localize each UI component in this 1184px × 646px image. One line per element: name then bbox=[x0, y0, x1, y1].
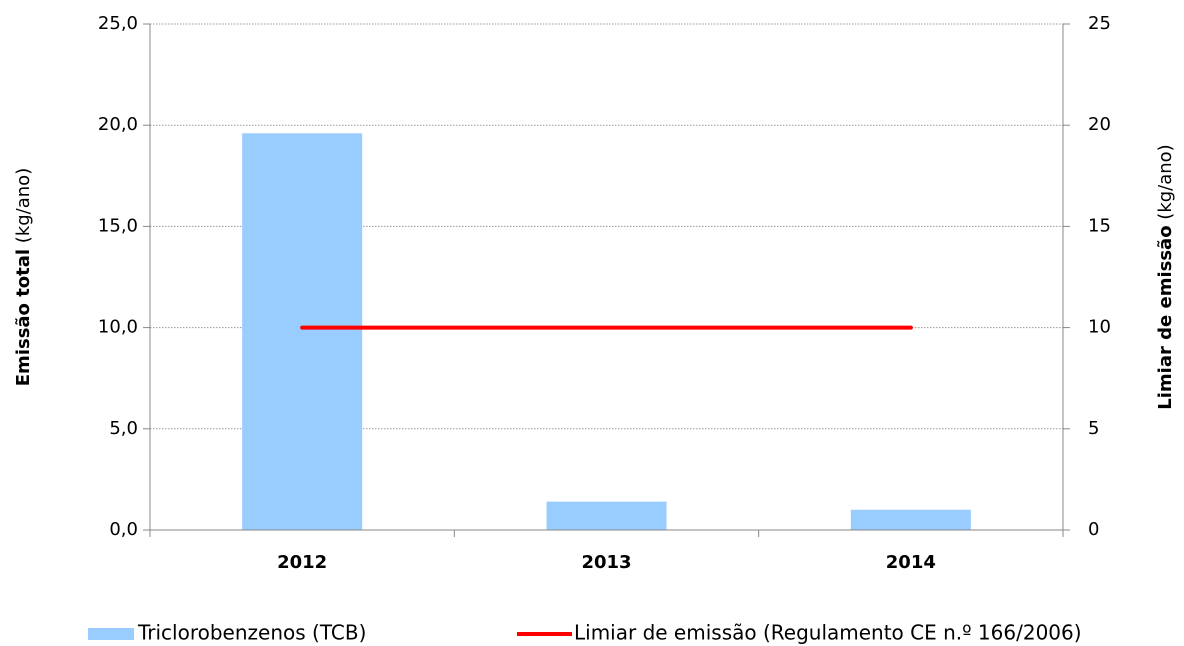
y-tick-label: 25,0 bbox=[98, 13, 138, 34]
y2-tick-label: 10 bbox=[1088, 317, 1111, 338]
y2-tick-label: 5 bbox=[1088, 418, 1099, 439]
y-tick-label: 15,0 bbox=[98, 215, 138, 236]
y2-axis-label-main: Limiar de emissão bbox=[1155, 225, 1176, 409]
y2-tick-label: 20 bbox=[1088, 114, 1111, 135]
legend-label: Limiar de emissão (Regulamento CE n.º 16… bbox=[574, 621, 1082, 645]
y2-axis-label-unit: (kg/ano) bbox=[1155, 144, 1176, 219]
y-axis-label-unit: (kg/ano) bbox=[13, 168, 34, 243]
y2-tick-label: 15 bbox=[1088, 215, 1111, 236]
bar bbox=[546, 501, 667, 530]
y-tick-label: 10,0 bbox=[98, 317, 138, 338]
y-tick-label: 20,0 bbox=[98, 114, 138, 135]
y2-tick-label: 0 bbox=[1088, 519, 1099, 540]
x-tick-label: 2013 bbox=[581, 552, 631, 573]
y-axis-label-main: Emissão total bbox=[13, 249, 34, 386]
y2-tick-label: 25 bbox=[1088, 13, 1111, 34]
y-tick-label: 5,0 bbox=[109, 418, 138, 439]
bar bbox=[850, 509, 971, 530]
y-axis-label: Emissão total (kg/ano) bbox=[13, 168, 34, 386]
x-tick-label: 2014 bbox=[886, 552, 936, 573]
y-tick-label: 0,0 bbox=[109, 519, 138, 540]
legend-label: Triclorobenzenos (TCB) bbox=[137, 621, 366, 645]
bar bbox=[242, 133, 363, 530]
y2-axis-label: Limiar de emissão (kg/ano) bbox=[1155, 144, 1176, 409]
legend-swatch bbox=[88, 628, 134, 640]
x-tick-label: 2012 bbox=[277, 552, 327, 573]
